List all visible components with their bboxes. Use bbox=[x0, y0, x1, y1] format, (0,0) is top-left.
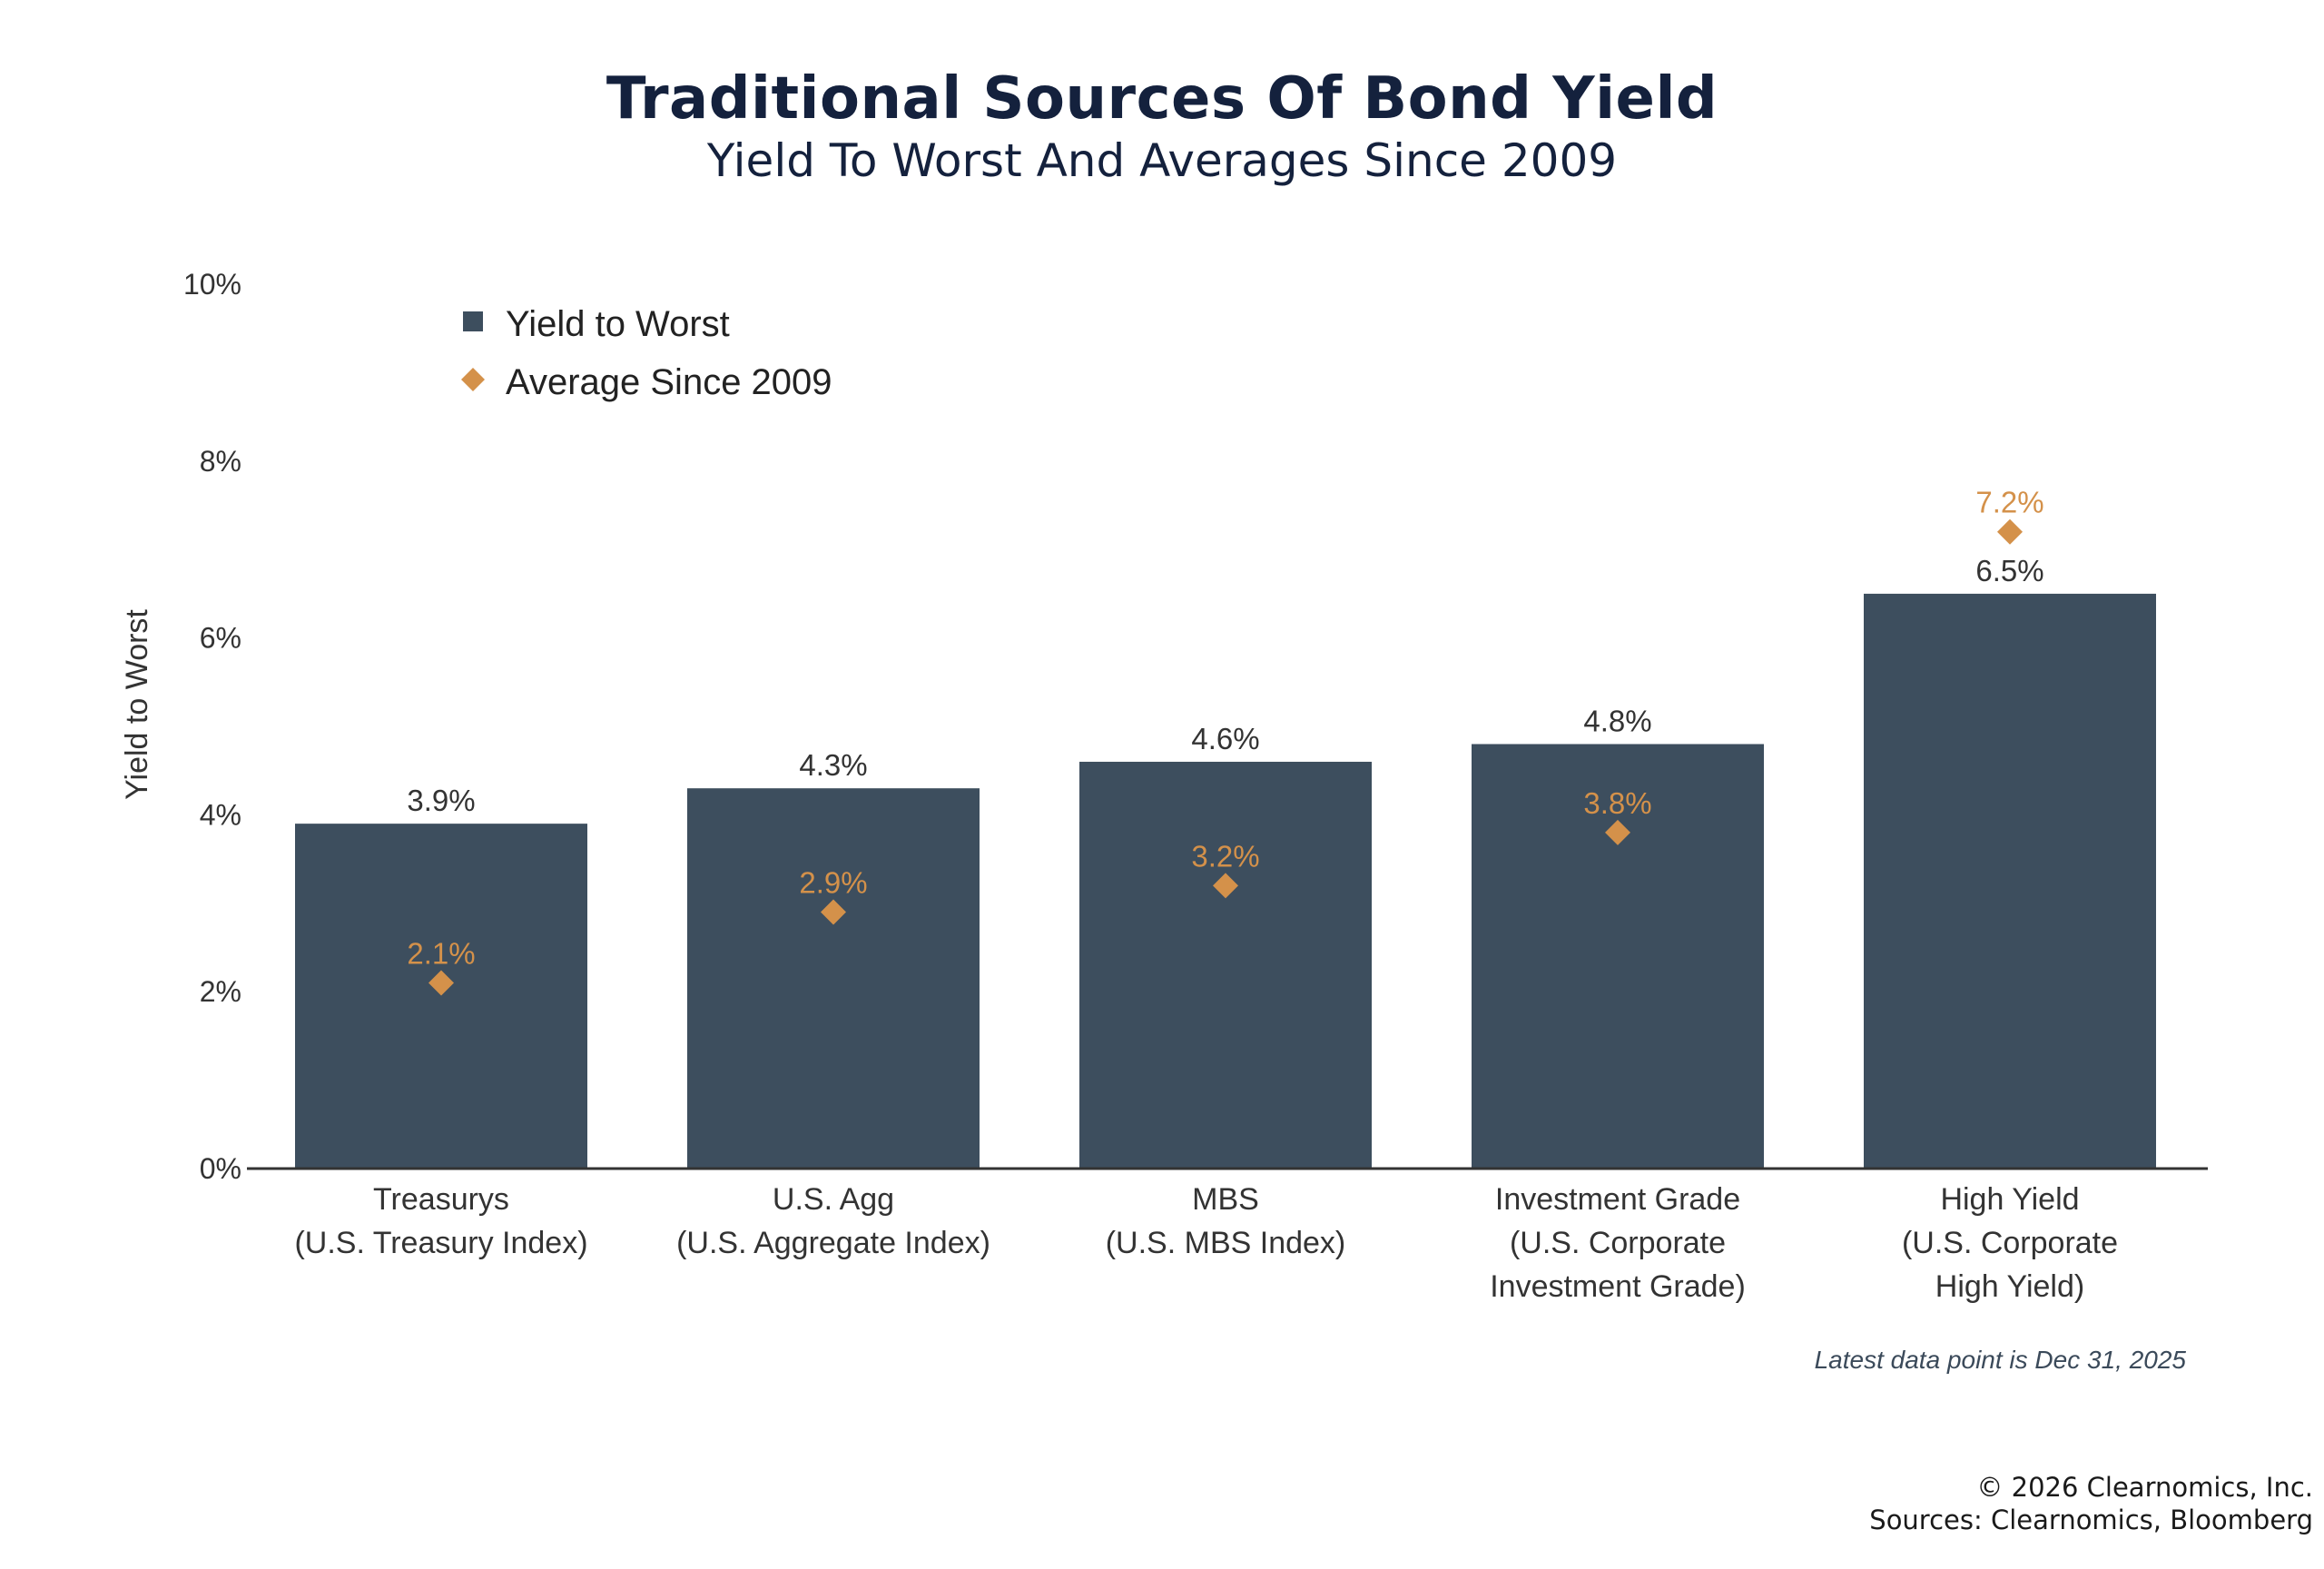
bar-value-label: 4.6% bbox=[1191, 722, 1259, 755]
y-tick-label: 2% bbox=[200, 975, 241, 1008]
bar-value-label: 6.5% bbox=[1975, 554, 2043, 587]
average-value-label: 2.1% bbox=[407, 936, 475, 970]
average-marker bbox=[821, 899, 846, 925]
x-category-label: U.S. Agg bbox=[773, 1182, 894, 1217]
average-marker bbox=[1997, 518, 2023, 545]
y-tick-label: 6% bbox=[200, 622, 241, 655]
average-marker bbox=[428, 970, 454, 996]
chart-title: Traditional Sources Of Bond Yield bbox=[606, 65, 1718, 133]
x-category-label: (U.S. Corporate bbox=[1902, 1226, 2118, 1260]
bar-value-label: 4.8% bbox=[1583, 704, 1651, 737]
legend-swatch-yield-to-worst bbox=[463, 311, 483, 331]
y-tick-label: 0% bbox=[200, 1152, 241, 1185]
copyright-text: © 2026 Clearnomics, Inc. bbox=[1976, 1472, 2313, 1503]
average-marker bbox=[1213, 873, 1238, 899]
y-tick-label: 4% bbox=[200, 798, 241, 831]
x-category-label: Investment Grade bbox=[1495, 1182, 1740, 1217]
x-category-label: Investment Grade) bbox=[1490, 1269, 1746, 1304]
x-category-label: (U.S. Corporate bbox=[1510, 1226, 1726, 1260]
average-marker bbox=[1605, 819, 1630, 845]
bar bbox=[687, 788, 980, 1169]
x-category-label: (U.S. Treasury Index) bbox=[294, 1226, 587, 1260]
x-category-label: (U.S. Aggregate Index) bbox=[676, 1226, 990, 1260]
legend-label-average: Average Since 2009 bbox=[506, 362, 832, 402]
bar bbox=[1472, 744, 1764, 1169]
x-category-label: High Yield bbox=[1940, 1182, 2079, 1217]
x-category-label: MBS bbox=[1192, 1182, 1259, 1217]
average-value-label: 2.9% bbox=[799, 866, 867, 900]
legend-label-yield-to-worst: Yield to Worst bbox=[506, 304, 730, 344]
bar-value-label: 3.9% bbox=[407, 784, 475, 817]
x-category-label: Treasurys bbox=[373, 1182, 509, 1217]
bar bbox=[1079, 761, 1372, 1169]
average-value-label: 3.8% bbox=[1583, 786, 1651, 820]
data-date-note: Latest data point is Dec 31, 2025 bbox=[1814, 1346, 2186, 1374]
bar bbox=[1864, 593, 2156, 1169]
bar-value-label: 4.3% bbox=[799, 748, 867, 782]
x-category-label: High Yield) bbox=[1935, 1269, 2084, 1304]
average-value-label: 3.2% bbox=[1191, 839, 1259, 873]
footer: © 2026 Clearnomics, Inc. Sources: Clearn… bbox=[1869, 1471, 2313, 1536]
chart-subtitle: Yield To Worst And Averages Since 2009 bbox=[706, 134, 1618, 187]
sources-text: Sources: Clearnomics, Bloomberg bbox=[1869, 1505, 2313, 1535]
average-value-label: 7.2% bbox=[1975, 486, 2043, 519]
legend-marker-average bbox=[461, 368, 485, 391]
y-axis-label: Yield to Worst bbox=[120, 609, 154, 800]
y-tick-label: 8% bbox=[200, 445, 241, 478]
bar bbox=[295, 824, 587, 1169]
y-tick-label: 10% bbox=[183, 268, 241, 301]
x-category-label: (U.S. MBS Index) bbox=[1106, 1226, 1346, 1260]
